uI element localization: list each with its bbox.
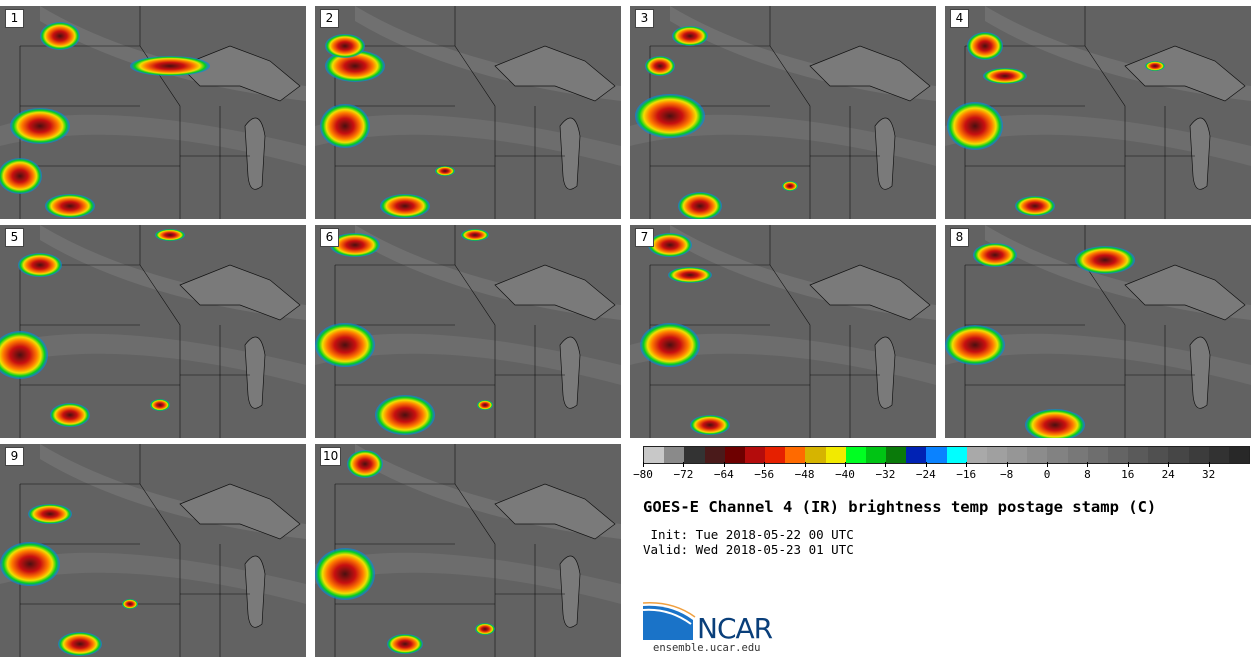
panel-label: 2 — [320, 9, 339, 28]
tick-label: −48 — [794, 468, 815, 481]
tick-mark — [683, 462, 685, 467]
tick-label: −56 — [754, 468, 775, 481]
colorbar-swatch — [1067, 447, 1088, 463]
panel-label: 3 — [635, 9, 654, 28]
ir-map-icon — [315, 225, 621, 438]
map-panel-10: 10 — [315, 444, 621, 657]
tick-label: −72 — [673, 468, 694, 481]
ncar-logo-icon — [643, 602, 696, 640]
map-panel-5: 5 — [0, 225, 306, 438]
tick-label: −32 — [875, 468, 896, 481]
tick-label: 32 — [1201, 468, 1216, 481]
panel-label: 7 — [635, 228, 654, 247]
colorbar-swatch — [724, 447, 745, 463]
colorbar-swatch — [1107, 447, 1129, 463]
ir-map-icon — [0, 444, 306, 657]
colorbar — [643, 446, 1250, 464]
colorbar-swatch — [986, 447, 1008, 463]
colorbar-swatch — [1228, 447, 1250, 463]
panel-label: 8 — [950, 228, 969, 247]
tick-label: 24 — [1161, 468, 1175, 481]
tick-mark — [643, 462, 644, 467]
colorbar-swatch — [946, 447, 967, 463]
map-panel-9: 9 — [0, 444, 306, 657]
colorbar-swatch — [865, 447, 887, 463]
tick-label: −8 — [999, 468, 1014, 481]
map-panel-1: 1 — [0, 6, 306, 219]
tick-mark — [925, 462, 927, 467]
ir-map-icon — [0, 225, 306, 438]
colorbar-swatch — [1047, 447, 1068, 463]
tick-label: −24 — [915, 468, 936, 481]
colorbar-swatch — [805, 447, 826, 463]
colorbar-swatch — [1128, 447, 1149, 463]
tick-mark — [885, 462, 887, 467]
tick-mark — [1208, 462, 1210, 467]
tick-label: −80 — [633, 468, 653, 481]
map-panel-7: 7 — [630, 225, 936, 438]
tick-mark — [804, 462, 806, 467]
ir-map-icon — [945, 225, 1251, 438]
panel-label: 5 — [5, 228, 24, 247]
tick-mark — [966, 462, 968, 467]
tick-mark — [1168, 462, 1170, 467]
panel-label: 9 — [5, 447, 24, 466]
colorbar-swatch — [1208, 447, 1229, 463]
colorbar-swatch — [1087, 447, 1108, 463]
tick-mark — [845, 462, 846, 467]
colorbar-swatch — [785, 447, 806, 463]
ir-map-icon — [630, 6, 936, 219]
tick-mark — [1087, 462, 1089, 467]
colorbar-swatch — [664, 447, 685, 463]
colorbar-swatch — [906, 447, 927, 463]
valid-time: Valid: Wed 2018-05-23 01 UTC — [643, 542, 854, 557]
colorbar-swatch — [845, 447, 866, 463]
tick-mark — [1047, 462, 1048, 467]
logo-text: NCAR — [697, 612, 773, 645]
colorbar-swatch — [765, 447, 786, 463]
ir-map-icon — [630, 225, 936, 438]
tick-mark — [723, 462, 725, 467]
ir-map-icon — [945, 6, 1251, 219]
map-panel-2: 2 — [315, 6, 621, 219]
colorbar-swatch — [1148, 447, 1169, 463]
colorbar-swatch — [886, 447, 907, 463]
figure-title: GOES-E Channel 4 (IR) brightness temp po… — [643, 498, 1157, 516]
ir-map-icon — [315, 6, 621, 219]
colorbar-swatch — [825, 447, 846, 463]
panel-label: 4 — [950, 9, 969, 28]
tick-label: −64 — [713, 468, 734, 481]
tick-label: −16 — [956, 468, 977, 481]
colorbar-swatch — [644, 447, 665, 463]
ir-map-icon — [315, 444, 621, 657]
colorbar-swatch — [684, 447, 705, 463]
map-panel-3: 3 — [630, 6, 936, 219]
tick-mark — [1127, 462, 1129, 467]
tick-label: 0 — [1043, 468, 1051, 481]
map-panel-4: 4 — [945, 6, 1251, 219]
colorbar-swatch — [1007, 447, 1028, 463]
colorbar-swatch — [744, 447, 766, 463]
panel-label: 10 — [320, 447, 342, 466]
colorbar-swatch — [966, 447, 987, 463]
colorbar-swatch — [1168, 447, 1189, 463]
tick-mark — [1006, 462, 1008, 467]
colorbar-swatch — [926, 447, 947, 463]
colorbar-ticks: −80 −72 −64 −56 −48 −40 −32 −24 −16 −8 0 8 16 24 32 — [633, 462, 1249, 482]
init-time: Init: Tue 2018-05-22 00 UTC — [643, 527, 854, 542]
colorbar-swatch — [1027, 447, 1048, 463]
tick-label: 16 — [1121, 468, 1135, 481]
colorbar-swatch — [1188, 447, 1209, 463]
map-panel-8: 8 — [945, 225, 1251, 438]
tick-label: −40 — [835, 468, 855, 481]
ir-map-icon — [0, 6, 306, 219]
map-panel-6: 6 — [315, 225, 621, 438]
tick-label: 8 — [1084, 468, 1091, 481]
logo-url: ensemble.ucar.edu — [653, 642, 761, 654]
colorbar-swatch — [704, 447, 725, 463]
panel-label: 1 — [5, 9, 24, 28]
panel-label: 6 — [320, 228, 339, 247]
tick-mark — [764, 462, 766, 467]
